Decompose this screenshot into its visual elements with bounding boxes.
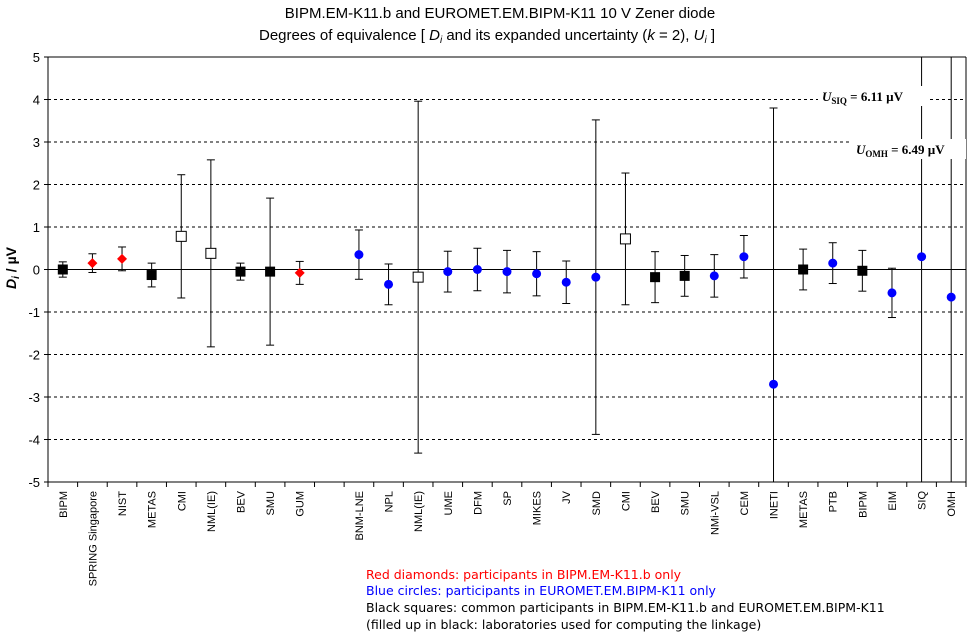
- data-point-open-square: [175, 230, 187, 242]
- data-point-circle: [828, 258, 838, 268]
- y-tick-label: -5: [28, 475, 40, 490]
- x-category-label: NPL: [384, 491, 396, 512]
- data-point-diamond: [294, 267, 305, 278]
- y-tick-label: 2: [33, 178, 40, 193]
- data-point-circle: [532, 269, 542, 279]
- data-point-circle: [946, 292, 956, 302]
- chart-title: BIPM.EM-K11.b and EUROMET.EM.BIPM-K11 10…: [285, 5, 715, 22]
- data-point-circle: [709, 271, 719, 281]
- data-point-circle: [561, 277, 571, 287]
- x-category-label: SMU: [265, 491, 277, 516]
- x-category-label: GUM: [295, 491, 307, 517]
- x-category-label: OMH: [946, 491, 958, 517]
- x-category-label: PTB: [828, 491, 840, 512]
- x-category-label: SMD: [591, 491, 603, 516]
- x-category-label: CMI: [620, 491, 632, 511]
- annotation-omh: UOMH = 6.49 µV: [852, 139, 966, 159]
- data-point-circle: [443, 267, 453, 277]
- legend-blue: Blue circles: participants in EUROMET.EM…: [366, 583, 717, 598]
- y-tick-label: -1: [28, 305, 40, 320]
- x-category-label: CEM: [739, 491, 751, 515]
- x-category-label: NML(IE): [206, 491, 218, 532]
- x-category-label: UME: [443, 491, 455, 515]
- data-point-circle: [769, 379, 779, 389]
- data-point-circle: [591, 272, 601, 282]
- y-tick-label: 1: [33, 220, 40, 235]
- x-category-label: CMI: [176, 491, 188, 511]
- plot-area: [47, 57, 967, 482]
- x-category-label: MIKES: [532, 491, 544, 525]
- data-point-circle: [354, 250, 364, 260]
- y-tick-label: -2: [28, 348, 40, 363]
- data-point-square: [798, 264, 809, 275]
- svg-text:USIQ = 6.11 µV: USIQ = 6.11 µV: [822, 89, 904, 106]
- data-point-square: [679, 270, 690, 281]
- y-axis-ticks: 5 4 3 2 1 0 -1 -2 -3 -4 -5: [28, 50, 48, 490]
- x-category-label: BEV: [650, 490, 662, 513]
- data-point-circle: [887, 288, 897, 298]
- y-axis-label: Di / µV: [3, 246, 22, 289]
- x-category-label: BIPM: [857, 491, 869, 518]
- y-tick-label: -3: [28, 390, 40, 405]
- legend-red: Red diamonds: participants in BIPM.EM-K1…: [366, 567, 682, 582]
- x-category-label: METAS: [147, 491, 159, 528]
- x-axis-categories: BIPM SPRING Singapore NIST METAS CMI NML(IE) B…: [47, 482, 967, 586]
- x-category-label: SIQ: [917, 491, 929, 510]
- data-point-diamond: [87, 258, 98, 269]
- x-category-label: INETI: [769, 491, 781, 519]
- data-point-square: [265, 266, 276, 277]
- y-tick-label: 0: [33, 263, 40, 278]
- x-category-label: SMU: [680, 491, 692, 516]
- legend-note: (filled up in black: laboratories used f…: [366, 617, 761, 632]
- annotation-siq: USIQ = 6.11 µV: [818, 86, 930, 106]
- error-bar: [769, 107, 778, 482]
- x-category-label: SP: [502, 491, 514, 506]
- data-point-open-square: [205, 247, 217, 259]
- x-category-label: BEV: [235, 490, 247, 513]
- y-tick-label: 3: [33, 135, 40, 150]
- x-category-label: NIST: [117, 491, 129, 516]
- x-category-label: DFM: [472, 491, 484, 515]
- x-category-label: BNM-LNE: [354, 491, 366, 541]
- x-category-label: METAS: [798, 491, 810, 528]
- data-point-circle: [384, 279, 394, 289]
- x-category-label: JV: [561, 490, 573, 504]
- data-point-square: [650, 272, 661, 283]
- y-tick-label: 4: [33, 93, 40, 108]
- x-category-label: SPRING Singapore: [87, 491, 99, 586]
- data-point-diamond: [117, 253, 128, 264]
- data-point-circle: [472, 265, 482, 274]
- data-point-open-square: [412, 271, 424, 283]
- svg-text:UOMH = 6.49 µV: UOMH = 6.49 µV: [856, 142, 945, 159]
- data-point-square: [235, 266, 246, 277]
- x-category-label: EIM: [887, 491, 899, 511]
- x-category-label: NML(IE): [413, 491, 425, 532]
- data-point-circle: [917, 252, 927, 262]
- data-point-square: [857, 265, 868, 276]
- data-point-square: [57, 264, 68, 275]
- data-point-circle: [739, 252, 749, 262]
- data-point-circle: [502, 267, 512, 277]
- y-tick-label: -4: [28, 433, 40, 448]
- data-point-open-square: [619, 233, 631, 245]
- data-point-square: [146, 270, 157, 281]
- x-category-label: BIPM: [58, 491, 70, 518]
- y-tick-label: 5: [33, 50, 40, 65]
- legend: Red diamonds: participants in BIPM.EM-K1…: [366, 567, 885, 632]
- x-category-label: NMi-VSL: [709, 491, 721, 535]
- legend-black: Black squares: common participants in BI…: [366, 600, 885, 615]
- chart-subtitle: Degrees of equivalence [ Di and its expa…: [259, 27, 715, 46]
- data-markers: [57, 230, 956, 389]
